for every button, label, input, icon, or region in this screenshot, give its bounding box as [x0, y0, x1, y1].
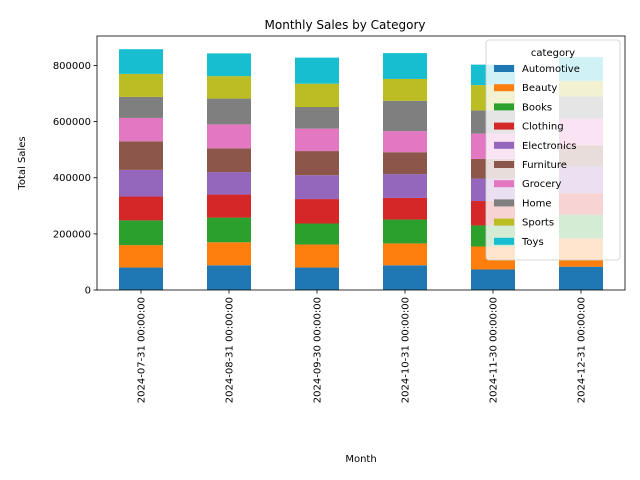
bar-segment	[383, 78, 427, 101]
bar-segment	[119, 49, 163, 74]
bar-segment	[207, 172, 251, 195]
bar-segment	[295, 57, 339, 84]
bar-segment	[207, 124, 251, 149]
bar-segment	[383, 197, 427, 220]
bar-segment	[295, 244, 339, 268]
y-tick-label: 800000	[53, 61, 91, 72]
legend-swatch	[494, 237, 514, 245]
bar-segment	[119, 169, 163, 197]
y-axis-label: Total Sales	[17, 136, 28, 190]
bar-segment	[295, 83, 339, 108]
bar-segment	[119, 196, 163, 221]
y-tick-label: 600000	[53, 117, 91, 128]
x-tick-label: 2024-11-30 00:00:00	[489, 297, 500, 403]
bar-segment	[207, 265, 251, 290]
bar-segment	[119, 141, 163, 170]
bar-segment	[119, 220, 163, 246]
legend-label: Books	[522, 102, 552, 113]
x-tick-label: 2024-12-31 00:00:00	[577, 297, 588, 403]
bar-segment	[383, 152, 427, 175]
legend-swatch	[494, 103, 514, 111]
legend-label: Electronics	[522, 141, 577, 152]
bar-segment	[383, 174, 427, 198]
legend-label: Grocery	[522, 179, 562, 190]
bar-segment	[295, 199, 339, 224]
bar-segment	[383, 53, 427, 79]
legend-label: Beauty	[522, 83, 557, 94]
bar-segment	[383, 265, 427, 290]
bar-segment	[119, 73, 163, 97]
legend-swatch	[494, 199, 514, 207]
bar-segment	[383, 243, 427, 266]
legend-swatch	[494, 180, 514, 188]
bar-segment	[119, 96, 163, 118]
bar-segment	[383, 100, 427, 132]
legend-swatch	[494, 122, 514, 130]
bar-segment	[295, 223, 339, 245]
legend-swatch	[494, 161, 514, 168]
legend-label: Clothing	[522, 122, 564, 133]
bar-segment	[383, 219, 427, 244]
legend-box	[485, 39, 621, 261]
y-tick-label: 0	[85, 286, 91, 297]
x-tick-label: 2024-10-31 00:00:00	[401, 297, 412, 403]
legend: category Automotive Beauty Books Clothing Ele…	[485, 39, 621, 261]
legend-label: Sports	[522, 218, 554, 229]
bar-segment	[119, 245, 163, 268]
bar-segment	[207, 53, 251, 77]
bar-segment	[207, 76, 251, 99]
x-tick-label: 2024-09-30 00:00:00	[313, 297, 324, 403]
bar-segment	[119, 117, 163, 142]
bar-segment	[207, 148, 251, 173]
bar-segment	[295, 267, 339, 290]
legend-label: Home	[522, 198, 552, 209]
legend-label: Toys	[521, 237, 544, 248]
bar-segment	[207, 242, 251, 266]
legend-swatch	[494, 218, 514, 226]
legend-swatch	[494, 84, 514, 92]
bar-segment	[471, 269, 515, 290]
chart-title: Monthly Sales by Category	[265, 18, 426, 32]
legend-swatch	[494, 141, 514, 149]
x-tick-label: 2024-07-31 00:00:00	[137, 297, 148, 403]
legend-label: Furniture	[522, 160, 567, 171]
y-axis: 0 200000 400000 600000 800000	[53, 61, 97, 297]
y-tick-label: 200000	[53, 229, 91, 240]
y-tick-label: 400000	[53, 173, 91, 184]
x-axis: 2024-07-31 00:00:00 2024-08-31 00:00:00 20…	[137, 290, 588, 403]
bar-segment	[207, 98, 251, 125]
legend-swatch	[494, 65, 514, 72]
legend-label: Automotive	[522, 64, 580, 75]
bar-segment	[295, 151, 339, 176]
plot-area-frame	[96, 35, 626, 291]
bar-segment	[559, 266, 603, 290]
x-axis-label: Month	[345, 454, 376, 465]
legend-title: category	[531, 48, 575, 59]
bar-segment	[295, 128, 339, 152]
bar-segment	[295, 175, 339, 200]
bar-segment	[383, 131, 427, 153]
bar-segment	[295, 107, 339, 129]
bar-segment	[119, 267, 163, 290]
bar-segment	[207, 194, 251, 218]
x-tick-label: 2024-08-31 00:00:00	[225, 297, 236, 403]
bar-segment	[207, 217, 251, 243]
